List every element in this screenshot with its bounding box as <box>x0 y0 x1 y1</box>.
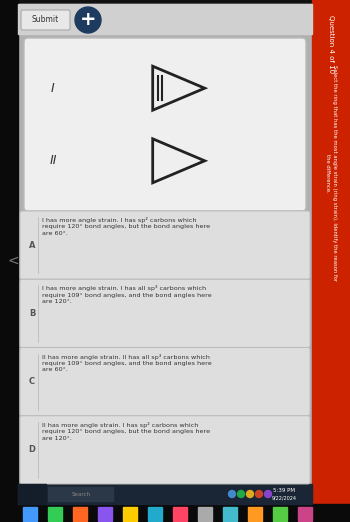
FancyBboxPatch shape <box>21 10 70 30</box>
Bar <box>18 484 312 504</box>
Bar <box>148 507 162 521</box>
Bar <box>48 487 113 501</box>
Bar <box>48 507 62 521</box>
Text: I has more angle strain. I has sp² carbons which
require 120° bond angles, but t: I has more angle strain. I has sp² carbo… <box>42 217 210 236</box>
FancyBboxPatch shape <box>24 38 306 211</box>
Bar <box>73 507 87 521</box>
Text: B: B <box>29 309 35 318</box>
Bar <box>23 507 37 521</box>
FancyBboxPatch shape <box>20 416 310 484</box>
Text: I has more angle strain. I has all sp³ carbons which
require 109° bond angles, a: I has more angle strain. I has all sp³ c… <box>42 285 212 304</box>
Bar <box>248 507 262 521</box>
Circle shape <box>265 491 272 497</box>
Bar <box>18 4 312 34</box>
Bar <box>273 507 287 521</box>
Text: C: C <box>29 377 35 386</box>
Bar <box>173 507 187 521</box>
Text: <: < <box>7 254 19 268</box>
Bar <box>0 504 350 522</box>
Text: II has more angle strain. II has all sp³ carbons which
require 109° bond angles,: II has more angle strain. II has all sp³… <box>42 353 212 372</box>
Text: D: D <box>28 445 35 454</box>
Circle shape <box>238 491 245 497</box>
Circle shape <box>75 7 101 33</box>
Circle shape <box>229 491 236 497</box>
Circle shape <box>256 491 262 497</box>
Bar <box>298 507 312 521</box>
Bar <box>18 484 46 504</box>
Text: Question 4 of 10: Question 4 of 10 <box>328 15 334 73</box>
Text: +: + <box>80 10 96 29</box>
Text: 9/22/2024: 9/22/2024 <box>272 495 296 501</box>
Text: I: I <box>51 82 55 94</box>
Text: II: II <box>49 155 57 167</box>
Bar <box>18 4 312 504</box>
Text: Select the ring that has the most angle strain (ring strain). Identify the reaso: Select the ring that has the most angle … <box>325 65 337 281</box>
Circle shape <box>246 491 253 497</box>
Text: Submit: Submit <box>32 16 59 25</box>
Text: II has more angle strain. I has sp² carbons which
require 120° bond angles, but : II has more angle strain. I has sp² carb… <box>42 422 210 441</box>
Text: 5:39 PM: 5:39 PM <box>273 489 295 493</box>
Bar <box>223 507 237 521</box>
Text: A: A <box>29 241 35 250</box>
Bar <box>312 0 350 522</box>
Text: Search: Search <box>71 492 91 496</box>
Bar <box>98 507 112 521</box>
FancyBboxPatch shape <box>20 348 310 416</box>
FancyBboxPatch shape <box>20 211 310 279</box>
Bar <box>123 507 137 521</box>
Bar <box>198 507 212 521</box>
FancyBboxPatch shape <box>20 279 310 348</box>
Bar <box>0 0 18 522</box>
